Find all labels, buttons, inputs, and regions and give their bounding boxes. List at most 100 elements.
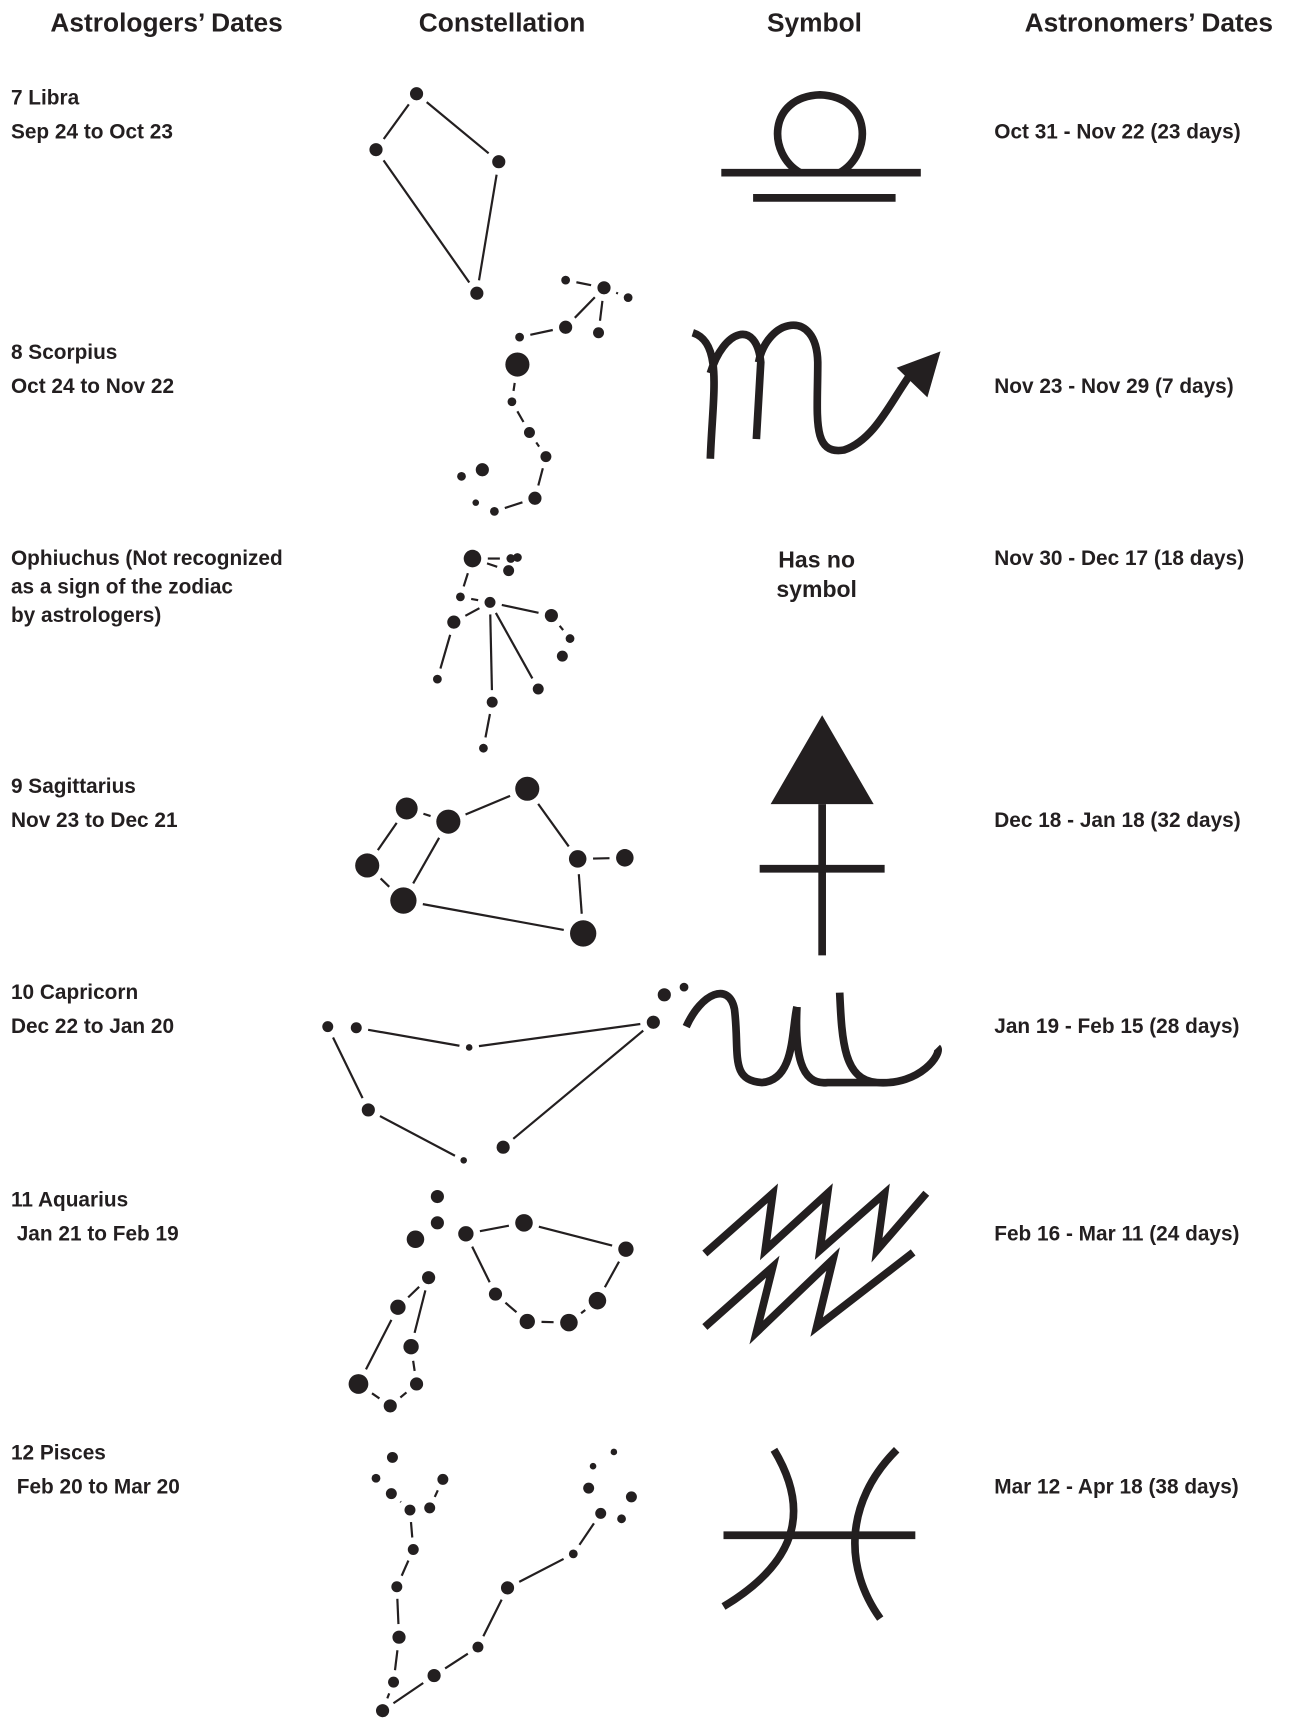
star — [392, 1630, 406, 1644]
constellation — [322, 982, 689, 1164]
star — [646, 1015, 660, 1029]
star — [528, 491, 542, 505]
constellation-line — [512, 382, 516, 392]
star — [385, 1488, 397, 1500]
constellation-line — [423, 812, 431, 818]
constellation-line — [477, 174, 498, 281]
star — [515, 1214, 533, 1232]
star — [430, 1216, 444, 1230]
column-header: Constellation — [419, 7, 586, 37]
row-label: 11 Aquarius — [11, 1188, 128, 1211]
constellation-line — [400, 1560, 410, 1577]
star — [559, 320, 573, 334]
star — [560, 1313, 578, 1332]
constellation-line — [516, 410, 525, 423]
constellation-line — [396, 1598, 400, 1625]
star — [484, 596, 496, 608]
star — [507, 397, 517, 407]
constellation-line — [479, 1224, 510, 1233]
constellation-line — [576, 281, 592, 287]
constellation-line — [371, 1392, 381, 1400]
star — [568, 850, 587, 868]
astronomers-dates: Mar 12 - Apr 18 (38 days) — [994, 1476, 1238, 1499]
star — [544, 608, 558, 623]
star — [523, 427, 535, 438]
star — [456, 592, 465, 602]
constellation-line — [478, 1022, 641, 1048]
star — [460, 1157, 467, 1164]
constellation-line — [482, 1599, 503, 1637]
constellation-line — [580, 1309, 586, 1315]
star — [433, 674, 442, 684]
constellation — [348, 1189, 634, 1413]
star — [679, 982, 689, 992]
constellation-line — [444, 1652, 469, 1670]
star — [623, 293, 633, 303]
row-label: Feb 20 to Mar 20 — [11, 1476, 180, 1499]
star — [436, 809, 461, 834]
pisces-symbol — [721, 1447, 916, 1621]
star — [492, 155, 506, 169]
star — [583, 1482, 595, 1494]
star — [532, 683, 544, 695]
constellation-line — [412, 1360, 416, 1372]
constellation-line — [439, 634, 452, 669]
star — [407, 1544, 419, 1555]
constellation-line — [603, 1261, 620, 1288]
constellation — [369, 87, 506, 300]
star — [404, 1504, 416, 1516]
constellation-line — [471, 1246, 491, 1283]
star — [395, 797, 418, 820]
constellation — [355, 776, 634, 947]
star — [390, 1299, 406, 1315]
constellation-line — [484, 713, 492, 738]
star — [369, 143, 383, 157]
star — [355, 853, 380, 878]
constellation-line — [504, 1301, 518, 1314]
star — [513, 553, 522, 562]
star — [568, 1549, 578, 1559]
star — [424, 1502, 436, 1514]
constellation — [371, 1448, 637, 1718]
star — [503, 565, 515, 577]
star — [496, 1140, 510, 1154]
star — [625, 1491, 637, 1503]
constellation-line — [413, 1290, 427, 1334]
constellation-line — [462, 572, 469, 587]
star — [561, 275, 571, 285]
scorpio-symbol — [691, 321, 941, 459]
constellation-line — [332, 1036, 364, 1099]
astronomers-dates: Dec 18 - Jan 18 (32 days) — [994, 809, 1240, 832]
star — [515, 776, 540, 801]
constellations — [322, 87, 689, 1718]
libra-symbol — [721, 91, 921, 202]
star — [437, 1473, 449, 1485]
constellation-line — [379, 877, 391, 888]
row-label: 10 Capricorn — [11, 981, 138, 1004]
astronomers-dates: Jan 19 - Feb 15 (28 days) — [994, 1015, 1239, 1038]
sagittarius-symbol — [759, 715, 885, 956]
star — [500, 1581, 515, 1595]
constellation-line — [399, 1391, 408, 1399]
constellation-line — [382, 159, 471, 284]
row-label: Nov 23 to Dec 21 — [11, 809, 178, 832]
star — [470, 286, 484, 300]
constellation — [433, 549, 575, 753]
star — [406, 1230, 425, 1249]
constellation-line — [577, 874, 583, 914]
star — [348, 1374, 369, 1394]
star — [588, 1291, 607, 1310]
constellation-line — [464, 607, 480, 617]
aquarius-symbol — [702, 1183, 930, 1345]
star — [457, 471, 466, 481]
constellation — [457, 275, 633, 516]
star — [488, 1287, 503, 1301]
star — [361, 1103, 375, 1117]
column-header: Astronomers’ Dates — [1025, 7, 1273, 37]
star — [322, 1021, 334, 1033]
zodiac-symbols — [682, 91, 942, 1621]
constellation-line — [382, 103, 410, 140]
astronomers-dates: Feb 16 - Mar 11 (24 days) — [994, 1222, 1239, 1245]
constellation-line — [376, 822, 398, 851]
row-label: 12 Pisces — [11, 1442, 106, 1465]
